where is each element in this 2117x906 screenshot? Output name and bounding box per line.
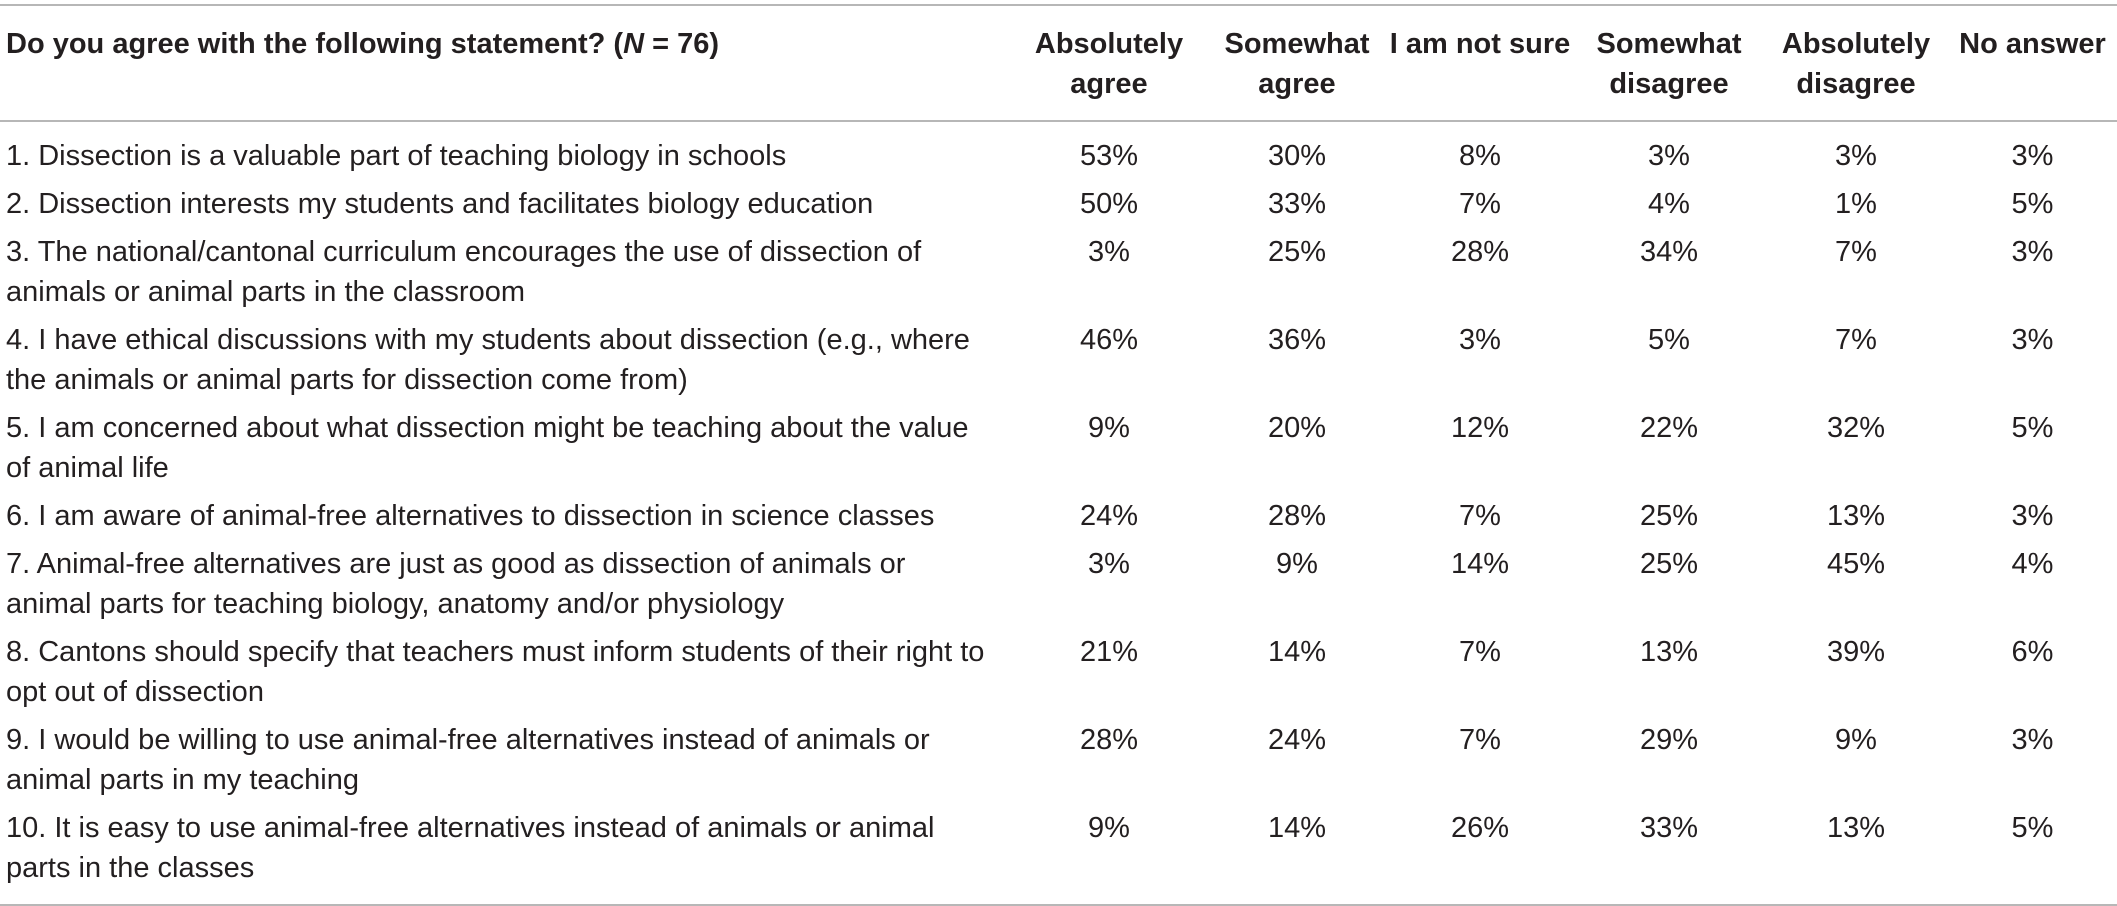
percentage-cell: 7% (1835, 324, 1877, 356)
percentage-cell: 5% (2011, 812, 2054, 844)
table-row: 10. It is easy to use animal-free altern… (0, 803, 2117, 905)
table-row: 5. I am concerned about what dissection … (0, 403, 2117, 491)
percentage-cell: 3% (2011, 324, 2054, 356)
statement-cell: 1. Dissection is a valuable part of teac… (6, 140, 787, 172)
percentage-cell: 25% (1267, 236, 1327, 268)
statement-cell: 7. Animal-free alternatives are just as … (6, 548, 906, 620)
percentage-cell: 14% (1267, 812, 1327, 844)
percentage-cell: 28% (1267, 500, 1327, 532)
column-header-no-answer: No answer (1959, 28, 2106, 60)
percentage-cell: 5% (2011, 412, 2054, 444)
statement-cell: 3. The national/cantonal curriculum enco… (6, 236, 922, 308)
question-n-label: N (623, 28, 645, 60)
percentage-cell: 9% (1835, 724, 1877, 756)
percentage-cell: 28% (1450, 236, 1510, 268)
percentage-cell: 9% (1276, 548, 1318, 580)
percentage-cell: 5% (1648, 324, 1690, 356)
percentage-cell: 30% (1267, 140, 1327, 172)
question-n-value: = 76) (644, 28, 720, 60)
table-row: 3. The national/cantonal curriculum enco… (0, 227, 2117, 315)
column-header-somewhat-agree: Somewhat agree (1224, 28, 1370, 100)
percentage-cell: 34% (1639, 236, 1699, 268)
statement-cell: 2. Dissection interests my students and … (6, 188, 874, 220)
percentage-cell: 12% (1450, 412, 1510, 444)
percentage-cell: 39% (1826, 636, 1886, 668)
percentage-cell: 3% (1459, 324, 1501, 356)
percentage-cell: 3% (1088, 548, 1130, 580)
percentage-cell: 29% (1639, 724, 1699, 756)
percentage-cell: 28% (1079, 724, 1139, 756)
table-row: 1. Dissection is a valuable part of teac… (0, 121, 2117, 179)
percentage-cell: 36% (1267, 324, 1327, 356)
percentage-cell: 3% (2011, 724, 2054, 756)
table-body: 1. Dissection is a valuable part of teac… (0, 121, 2117, 905)
percentage-cell: 4% (2011, 548, 2054, 580)
table-row: 8. Cantons should specify that teachers … (0, 627, 2117, 715)
percentage-cell: 7% (1459, 188, 1501, 220)
column-header-absolutely-disagree: Absolutely disagree (1781, 28, 1931, 100)
percentage-cell: 26% (1450, 812, 1510, 844)
percentage-cell: 7% (1459, 636, 1501, 668)
statement-cell: 6. I am aware of animal-free alternative… (6, 500, 935, 532)
percentage-cell: 1% (1835, 188, 1877, 220)
percentage-cell: 45% (1826, 548, 1886, 580)
table-row: 9. I would be willing to use animal-free… (0, 715, 2117, 803)
percentage-cell: 6% (2011, 636, 2054, 668)
statement-cell: 9. I would be willing to use animal-free… (6, 724, 930, 796)
question-prefix: Do you agree with the following statemen… (6, 28, 624, 60)
statement-cell: 10. It is easy to use animal-free altern… (6, 812, 935, 884)
statement-cell: 8. Cantons should specify that teachers … (6, 636, 985, 708)
table-row: 2. Dissection interests my students and … (0, 179, 2117, 227)
percentage-cell: 25% (1639, 548, 1699, 580)
percentage-cell: 33% (1267, 188, 1327, 220)
percentage-cell: 13% (1826, 500, 1886, 532)
percentage-cell: 21% (1079, 636, 1139, 668)
table-row: 4. I have ethical discussions with my st… (0, 315, 2117, 403)
percentage-cell: 33% (1639, 812, 1699, 844)
percentage-cell: 50% (1079, 188, 1139, 220)
survey-table: Do you agree with the following statemen… (0, 4, 2117, 906)
percentage-cell: 14% (1267, 636, 1327, 668)
percentage-cell: 4% (1648, 188, 1690, 220)
statement-column-header: Do you agree with the following statemen… (0, 5, 1010, 121)
percentage-cell: 53% (1079, 140, 1139, 172)
percentage-cell: 24% (1267, 724, 1327, 756)
percentage-cell: 5% (2011, 188, 2054, 220)
percentage-cell: 13% (1826, 812, 1886, 844)
percentage-cell: 13% (1639, 636, 1699, 668)
percentage-cell: 7% (1459, 724, 1501, 756)
column-header-not-sure: I am not sure (1389, 28, 1571, 60)
table-row: 7. Animal-free alternatives are just as … (0, 539, 2117, 627)
percentage-cell: 3% (1835, 140, 1877, 172)
percentage-cell: 32% (1826, 412, 1886, 444)
percentage-cell: 25% (1639, 500, 1699, 532)
statement-cell: 5. I am concerned about what dissection … (6, 412, 969, 484)
column-header-absolutely-agree: Absolutely agree (1034, 28, 1184, 100)
percentage-cell: 3% (2011, 140, 2054, 172)
percentage-cell: 7% (1835, 236, 1877, 268)
percentage-cell: 3% (2011, 500, 2054, 532)
percentage-cell: 3% (2011, 236, 2054, 268)
percentage-cell: 22% (1639, 412, 1699, 444)
table-header-row: Do you agree with the following statemen… (0, 5, 2117, 121)
percentage-cell: 8% (1459, 140, 1501, 172)
column-header-somewhat-disagree: Somewhat disagree (1596, 28, 1742, 100)
statement-cell: 4. I have ethical discussions with my st… (6, 324, 970, 396)
percentage-cell: 7% (1459, 500, 1501, 532)
percentage-cell: 24% (1079, 500, 1139, 532)
percentage-cell: 14% (1450, 548, 1510, 580)
percentage-cell: 46% (1079, 324, 1139, 356)
percentage-cell: 3% (1088, 236, 1130, 268)
percentage-cell: 3% (1648, 140, 1690, 172)
table-row: 6. I am aware of animal-free alternative… (0, 491, 2117, 539)
percentage-cell: 9% (1088, 412, 1130, 444)
percentage-cell: 20% (1267, 412, 1327, 444)
percentage-cell: 9% (1088, 812, 1130, 844)
